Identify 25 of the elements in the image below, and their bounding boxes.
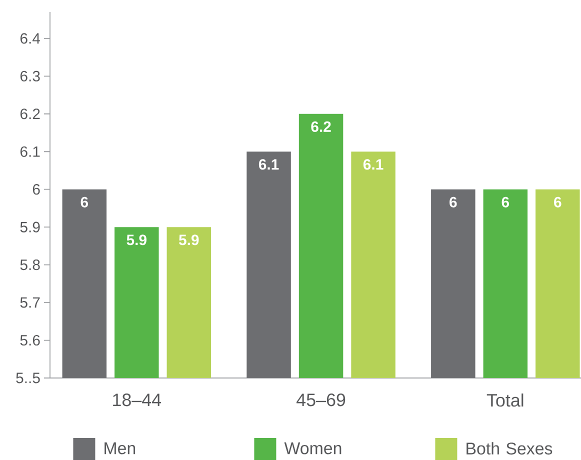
data-label: 6.2: [311, 121, 331, 132]
data-label: 6.1: [363, 159, 384, 170]
y-tick-label: 5..5: [16, 372, 40, 384]
x-tick-label: 45–69: [296, 394, 346, 406]
y-tick-label: 5.7: [20, 297, 40, 308]
x-tick-label: 18–44: [113, 394, 162, 406]
y-tick-label: 6.3: [20, 70, 40, 82]
y-tick-label: 5.8: [20, 260, 40, 270]
data-label: 6: [502, 196, 510, 208]
y-tick-label: 6: [32, 184, 40, 195]
y-tick-label: 6.4: [20, 33, 40, 44]
y-tick-label: 5.9: [20, 222, 40, 232]
data-label: 6.1: [258, 159, 279, 170]
legend-label: Women: [284, 442, 342, 454]
y-tick-label: 5.6: [20, 334, 40, 346]
legend-label: Men: [104, 442, 136, 454]
data-label: 5.9: [126, 234, 146, 246]
data-label: 6: [80, 196, 88, 208]
y-tick-label: 6.1: [20, 146, 40, 157]
x-tick-label: Total: [486, 394, 524, 407]
data-label: 5.9: [178, 234, 199, 246]
y-tick-label: 6.2: [20, 108, 40, 120]
legend-label: Both Sexes: [466, 442, 552, 455]
data-label: 6: [450, 196, 457, 208]
data-label: 6: [554, 196, 562, 208]
